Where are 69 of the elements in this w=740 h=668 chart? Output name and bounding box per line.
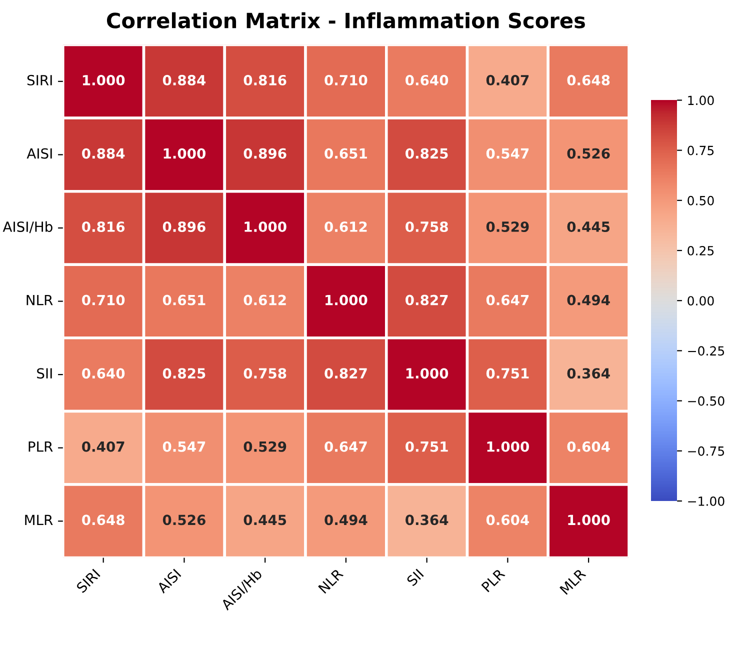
data-label: 0.896 [244,148,286,159]
color-bar-label: 1.00 [688,96,714,106]
data-label: 0.648 [82,514,124,526]
color-bar-label: −1.00 [688,496,724,506]
data-label: 0.529 [486,222,529,232]
y-tick-label: MLR [25,514,53,525]
data-label: 1.000 [82,74,125,86]
data-label: 0.710 [82,294,125,306]
data-label: 0.494 [324,514,368,526]
x-tick-label: PLR [481,568,506,592]
data-label: 0.604 [567,441,610,452]
data-label: 1.000 [406,368,448,379]
data-label: 0.647 [324,441,367,452]
data-label: 0.604 [486,514,530,526]
data-label: 0.640 [82,368,125,379]
data-label: 1.000 [164,148,206,159]
data-label: 0.827 [406,294,448,306]
data-label: 0.407 [82,441,124,452]
data-label: 0.884 [162,74,206,86]
y-tick-label: NLR [26,294,53,306]
data-label: 0.647 [486,294,529,306]
color-bar-label: −0.75 [688,446,724,456]
data-label: 0.648 [567,74,610,86]
data-label: 0.751 [406,441,448,452]
data-label: 0.547 [486,148,529,159]
data-label: 0.445 [244,514,286,526]
color-bar-label: 0.75 [688,146,714,156]
data-label: 1.000 [487,441,529,452]
color-bar-label: 0.50 [688,196,714,206]
chart-title: Correlation Matrix - Inflammation Scores [106,12,585,28]
data-label: 0.816 [244,74,286,86]
data-label: 0.896 [162,222,206,232]
data-label: 0.758 [244,368,286,379]
color-bar-label: 0.25 [688,246,714,256]
data-label: 0.816 [82,222,125,232]
data-label: 0.640 [406,74,448,86]
data-label: 0.529 [244,441,286,452]
data-label: 0.526 [162,514,206,526]
data-label: 0.612 [324,222,367,232]
y-tick-label: AISI [26,148,52,159]
y-tick-label: SIRI [27,74,52,86]
data-label: 0.612 [244,294,286,306]
data-label: 0.710 [324,74,368,86]
data-label: 1.000 [568,514,610,526]
color-bar-label: −0.50 [688,396,724,406]
y-tick-label: AISI/Hb [2,221,52,234]
data-label: 0.364 [567,368,610,379]
data-label: 0.445 [567,222,610,232]
y-tick-label: SII [37,368,52,379]
data-label: 0.751 [486,368,529,379]
x-tick-label: NLR [318,568,344,594]
data-label: 0.825 [406,148,448,159]
data-label: 0.758 [406,222,448,232]
data-label: 0.884 [82,148,125,159]
y-tick-label: PLR [28,442,53,452]
data-label: 0.651 [162,294,206,306]
data-label: 0.364 [406,514,448,526]
data-label: 0.494 [567,294,610,306]
x-tick-label: SII [406,568,424,586]
data-label: 1.000 [244,222,286,232]
data-label: 0.827 [324,368,367,379]
data-label: 0.651 [324,148,367,159]
data-label: 0.825 [162,368,206,379]
data-label: 0.407 [486,74,529,86]
data-label: 0.547 [162,441,206,452]
data-label: 0.526 [567,148,610,159]
color-bar-label: 0.00 [688,296,714,306]
color-bar-label: −0.25 [688,346,724,356]
data-label: 1.000 [326,294,368,306]
